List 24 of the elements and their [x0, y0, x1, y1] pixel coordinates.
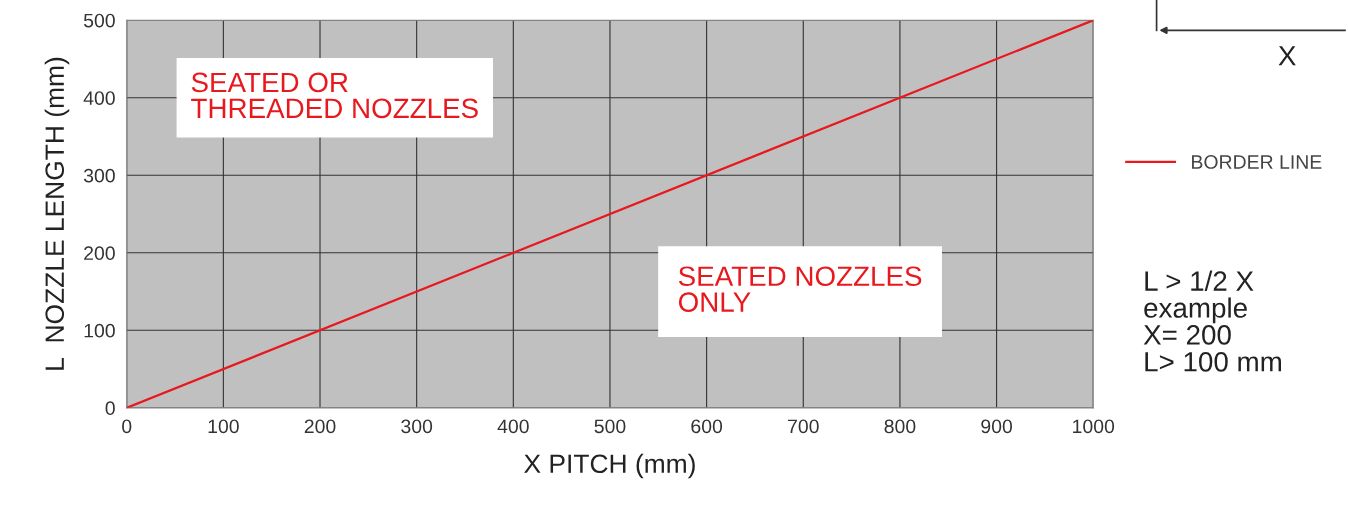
x-tick-label: 100 — [208, 419, 239, 434]
x-tick-label: 700 — [788, 419, 819, 434]
y-tick-label: 0 — [105, 401, 115, 416]
y-axis-title: L NOZZLE LENGTH (mm) — [44, 57, 70, 370]
annotation: SEATED OR THREADED NOZZLES — [191, 72, 478, 119]
x-tick-label: 900 — [981, 419, 1013, 434]
y-tick-label: 200 — [84, 246, 115, 261]
x-tick-label: 200 — [304, 419, 336, 434]
legend-label: BORDER LINE — [1192, 155, 1322, 169]
annotation: SEATED NOZZLES ONLY — [678, 266, 922, 312]
x-tick-label: 600 — [691, 419, 723, 434]
y-tick-label: 100 — [84, 323, 115, 338]
text: L > 1/2 X example X= 200 L> 100 mm — [1143, 270, 1281, 372]
x-axis-title: X PITCH (mm) — [524, 453, 695, 479]
x-tick-label: 300 — [401, 419, 433, 434]
x-tick-label: 500 — [594, 419, 626, 434]
x-tick-label: 1000 — [1073, 419, 1115, 434]
y-tick-label: 500 — [83, 13, 115, 28]
text: X — [1278, 46, 1296, 66]
x-tick-label: 0 — [122, 419, 132, 434]
x-tick-label: 800 — [884, 419, 916, 434]
x-tick-label: 400 — [497, 419, 529, 434]
y-tick-label: 400 — [83, 91, 115, 105]
y-tick-label: 300 — [83, 168, 115, 183]
